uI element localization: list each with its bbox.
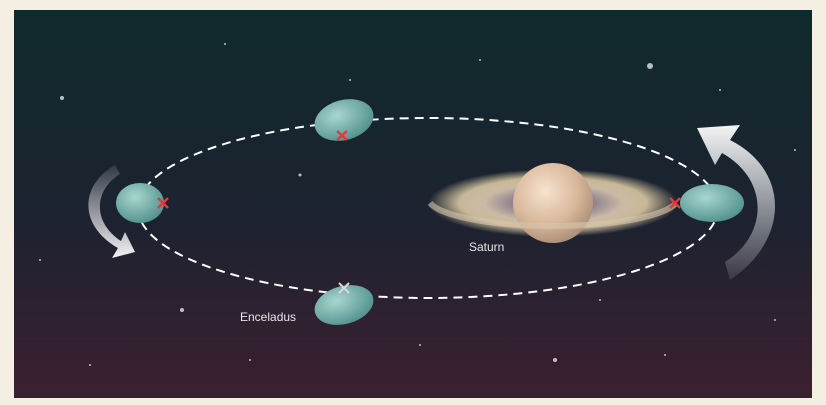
markers bbox=[157, 130, 681, 209]
moon bbox=[680, 184, 744, 222]
moon-label: Enceladus bbox=[240, 310, 296, 324]
planet-label: Saturn bbox=[469, 240, 504, 254]
arrow-right bbox=[697, 125, 775, 280]
ring-front bbox=[427, 200, 679, 230]
saturn bbox=[513, 163, 593, 243]
stars bbox=[39, 43, 796, 366]
marker bbox=[338, 282, 350, 294]
arrow-left bbox=[88, 165, 135, 258]
moon bbox=[314, 99, 374, 141]
moon bbox=[314, 285, 374, 325]
moon bbox=[116, 183, 164, 223]
moons bbox=[116, 99, 744, 325]
